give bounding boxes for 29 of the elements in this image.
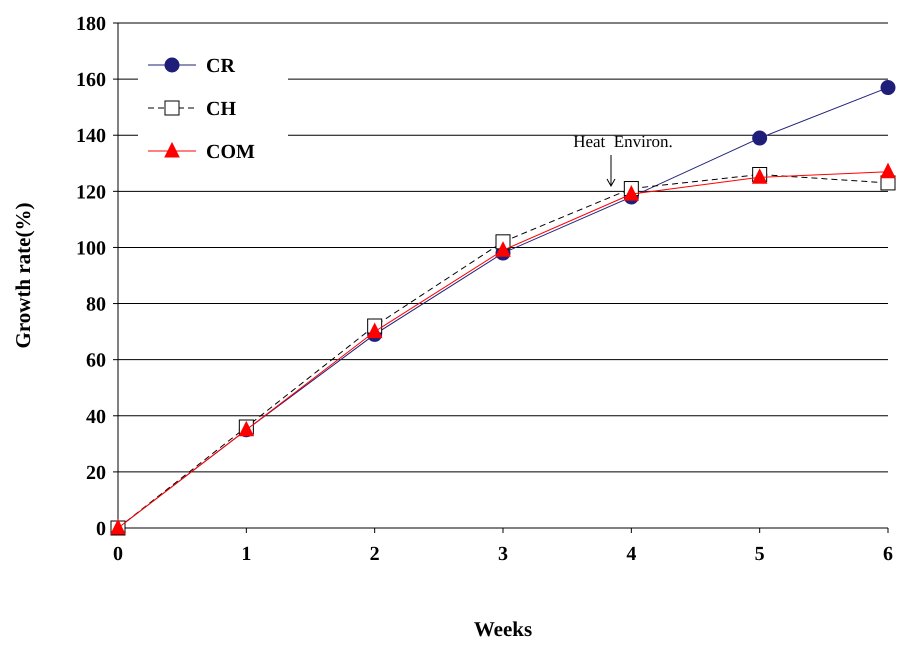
legend-label: CR (206, 55, 236, 77)
y-tick-label: 160 (76, 69, 106, 92)
point (496, 242, 510, 257)
y-tick-label: 20 (86, 462, 106, 484)
point (880, 163, 896, 178)
annotation: Heat Environ. (573, 132, 673, 151)
y-tick-label: 100 (76, 237, 106, 260)
legend-label: CH (206, 98, 236, 120)
y-tick-label: 120 (76, 181, 106, 204)
x-tick-label: 1 (241, 543, 252, 565)
x-tick-label: 4 (626, 543, 636, 565)
x-tick-label: 5 (754, 543, 765, 565)
y-tick-label: 0 (96, 518, 106, 540)
y-tick-label: 60 (86, 350, 106, 372)
x-tick-label: 6 (883, 543, 893, 565)
x-axis-title: Weeks (474, 617, 532, 641)
y-tick-label: 80 (86, 294, 106, 316)
legend-label: COM (206, 141, 255, 163)
point (367, 323, 382, 338)
y-tick-label: 40 (86, 406, 106, 428)
point (880, 80, 896, 96)
point (624, 186, 639, 201)
y-tick-label: 180 (76, 13, 106, 35)
x-tick-label: 2 (370, 543, 380, 565)
point (752, 130, 768, 146)
x-tick-label: 0 (113, 543, 123, 565)
y-axis-title: Growth rate(%) (11, 202, 35, 348)
y-tick-label: 140 (76, 125, 106, 148)
x-tick-label: 3 (498, 543, 508, 565)
